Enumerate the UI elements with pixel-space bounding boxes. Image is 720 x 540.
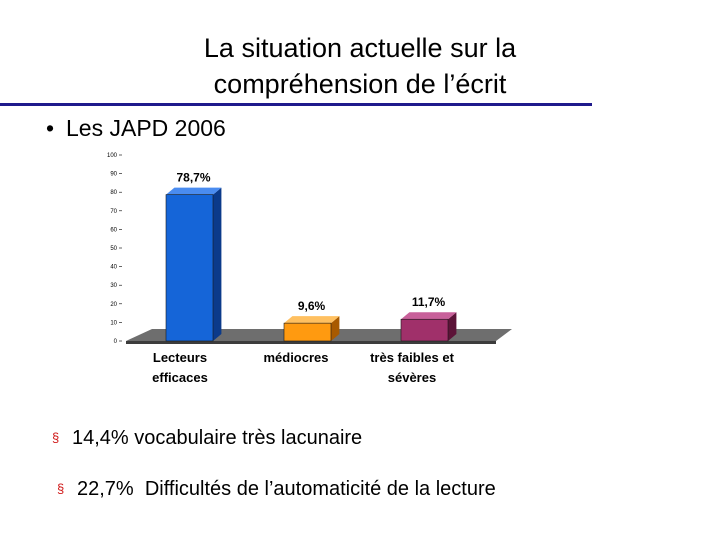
bar-data-label: 11,7% (412, 295, 446, 309)
y-tick-label: 60 (110, 227, 117, 233)
category-label: très faibles et (370, 350, 454, 365)
bar-side (331, 316, 340, 341)
slide-title: La situation actuelle sur la compréhensi… (0, 30, 720, 102)
title-line-1: La situation actuelle sur la (203, 33, 517, 63)
bar-data-label: 9,6% (298, 299, 326, 313)
title-underline (0, 103, 592, 106)
y-tick-label: 80 (110, 190, 117, 196)
bar-top (401, 312, 457, 320)
bar-side (448, 312, 457, 341)
bar-top (284, 316, 340, 324)
category-label: sévères (388, 370, 436, 385)
bullet-marker: • (46, 115, 55, 141)
category-label: efficaces (152, 370, 208, 385)
y-tick-label: 10 (110, 320, 117, 326)
y-tick-label: 40 (110, 265, 117, 271)
bullet-text: Les JAPD 2006 (66, 115, 226, 141)
bar (165, 194, 214, 342)
bar-data-label: 78,7% (176, 171, 210, 185)
stat-marker: § (52, 430, 60, 445)
y-tick-label: 100 (107, 153, 118, 159)
y-tick-label: 0 (114, 339, 118, 345)
stat-vocabulaire: § 14,4% vocabulaire très lacunaire (52, 426, 362, 450)
category-label: Lecteurs (153, 350, 207, 365)
stat-value: 22,7% (77, 478, 134, 500)
bar (283, 322, 332, 342)
y-tick-label: 50 (110, 246, 117, 252)
y-tick-label: 70 (110, 209, 117, 215)
bar (400, 318, 449, 342)
stat-text: Difficultés de l’automaticité de la lect… (144, 478, 496, 500)
stat-automaticite: § 22,7% Difficultés de l’automaticité de … (57, 477, 496, 501)
stat-marker: § (57, 481, 65, 496)
title-line-2: compréhension de l’écrit (213, 69, 507, 99)
bar-top (166, 187, 222, 195)
y-tick-label: 90 (110, 172, 117, 178)
category-label: médiocres (263, 350, 328, 365)
chart-floor-edge (126, 341, 496, 344)
stat-text: vocabulaire très lacunaire (134, 427, 363, 449)
y-tick-label: 30 (110, 283, 117, 289)
stat-value: 14,4% (72, 427, 129, 449)
y-tick-label: 20 (110, 302, 117, 308)
bar-side (213, 187, 222, 341)
bullet-japd: • Les JAPD 2006 (46, 114, 226, 142)
